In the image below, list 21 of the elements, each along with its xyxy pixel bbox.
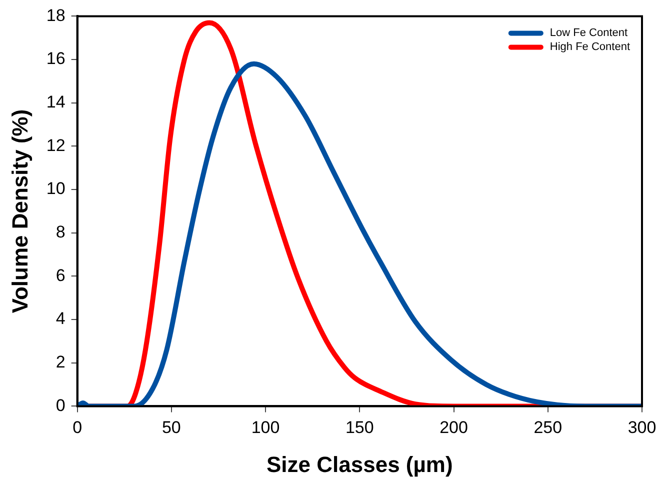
- x-tick-label: 0: [72, 418, 82, 438]
- x-tick-label: 150: [345, 418, 374, 438]
- y-axis-title: Volume Density (%): [7, 109, 32, 314]
- y-tick-label: 10: [46, 179, 66, 198]
- y-tick-label: 0: [56, 396, 66, 415]
- y-tick-label: 8: [56, 222, 66, 242]
- x-tick-label: 100: [251, 418, 280, 438]
- y-tick-label: 18: [46, 6, 66, 25]
- x-tick-label: 300: [628, 418, 656, 438]
- y-tick-label: 12: [46, 136, 66, 155]
- y-tick-label: 2: [56, 352, 66, 372]
- legend-label: High Fe Content: [550, 41, 630, 54]
- x-axis-title: Size Classes (µm): [266, 452, 453, 477]
- x-tick-label: 50: [162, 418, 181, 438]
- y-tick-label: 16: [46, 49, 66, 68]
- y-tick-label: 6: [56, 266, 66, 285]
- y-tick-label: 14: [46, 92, 66, 112]
- y-tick-label: 4: [56, 309, 66, 328]
- legend-label: Low Fe Content: [550, 27, 628, 40]
- x-tick-label: 250: [534, 418, 562, 438]
- x-tick-label: 200: [440, 418, 468, 438]
